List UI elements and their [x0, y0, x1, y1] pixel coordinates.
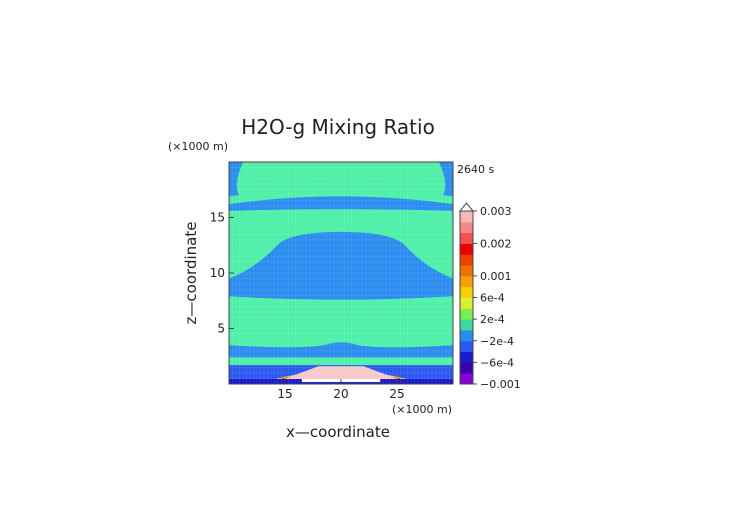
- left-corner-region: [229, 162, 243, 197]
- colorbar-swatch: [460, 232, 473, 244]
- colorbar-swatch: [460, 286, 473, 298]
- colorbar-label: 2e-4: [480, 313, 505, 326]
- colorbar-swatch: [460, 243, 473, 255]
- colorbar-swatch: [460, 221, 473, 234]
- colorbar: 0.003 0.002 0.001 6e-4 2e-4 −2e-4 −6e-4 −0.001: [458, 202, 521, 391]
- y-tick-label: 10: [210, 266, 225, 280]
- band-middle-layer: [229, 231, 453, 300]
- colorbar-label: −6e-4: [480, 356, 514, 369]
- colorbar-swatch: [460, 265, 473, 277]
- plot-area: 15 20 25 5 10 15: [210, 161, 454, 401]
- colorbar-label: 0.001: [480, 270, 512, 283]
- bubble-core: [279, 366, 403, 381]
- colorbar-swatch: [460, 211, 473, 223]
- x-tick-label: 15: [277, 387, 292, 401]
- y-tick-label: 15: [210, 211, 225, 225]
- x-tick-label: 25: [389, 387, 404, 401]
- chart-title: H2O-g Mixing Ratio: [241, 115, 435, 139]
- colorbar-swatch: [460, 329, 473, 342]
- colorbar-label: 0.003: [480, 205, 512, 218]
- colorbar-swatch: [460, 373, 473, 385]
- colorbar-swatch: [460, 297, 473, 309]
- colorbar-swatch: [460, 254, 473, 266]
- colorbar-swatch: [460, 362, 473, 374]
- x-unit-label: (×1000 m): [392, 403, 452, 416]
- colorbar-swatch: [460, 351, 473, 363]
- colorbar-swatch: [460, 308, 473, 320]
- colorbar-swatch: [460, 319, 473, 331]
- colorbar-label: 6e-4: [480, 292, 505, 305]
- colorbar-swatch: [460, 275, 473, 288]
- colorbar-arrow: [458, 202, 475, 212]
- x-axis-label: x—coordinate: [286, 423, 390, 441]
- time-label: 2640 s: [457, 163, 494, 176]
- right-corner-region: [439, 162, 453, 197]
- colorbar-swatch: [460, 340, 473, 353]
- y-unit-label: (×1000 m): [168, 140, 228, 153]
- band-lower-layer: [229, 342, 453, 358]
- colorbar-label: −2e-4: [480, 335, 514, 348]
- x-tick-label: 20: [333, 387, 348, 401]
- band-upper-layer: [229, 196, 453, 211]
- y-tick-label: 5: [217, 322, 225, 336]
- colorbar-label: 0.002: [480, 237, 512, 250]
- y-axis-label: z—coordinate: [182, 222, 200, 325]
- colorbar-label: −0.001: [480, 378, 521, 391]
